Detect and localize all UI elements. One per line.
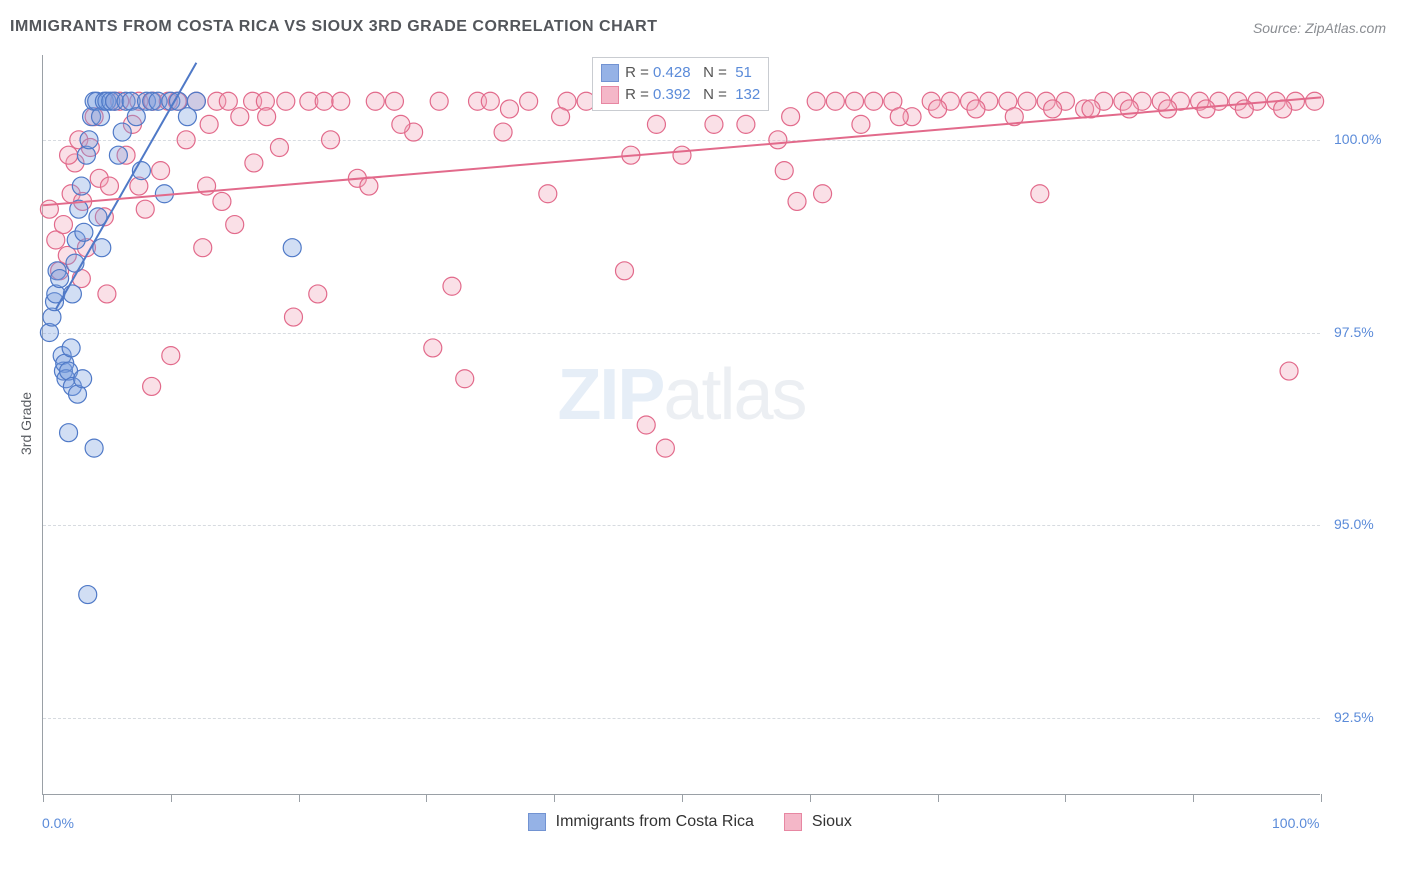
x-tick bbox=[554, 794, 555, 802]
correlation-legend: R = 0.428 N = 51R = 0.392 N = 132 bbox=[592, 57, 769, 111]
trend-lines-layer bbox=[43, 55, 1320, 794]
y-tick-label: 97.5% bbox=[1334, 324, 1374, 340]
x-tick bbox=[426, 794, 427, 802]
x-tick bbox=[1321, 794, 1322, 802]
chart-container: IMMIGRANTS FROM COSTA RICA VS SIOUX 3RD … bbox=[0, 0, 1406, 892]
x-axis-max-label: 100.0% bbox=[1272, 815, 1319, 831]
legend-text: R = 0.428 N = 51 bbox=[625, 62, 752, 84]
legend-swatch bbox=[528, 813, 546, 831]
chart-title: IMMIGRANTS FROM COSTA RICA VS SIOUX 3RD … bbox=[10, 18, 658, 36]
x-tick bbox=[171, 794, 172, 802]
x-tick bbox=[810, 794, 811, 802]
legend-row: R = 0.428 N = 51 bbox=[601, 62, 760, 84]
trend-line bbox=[56, 63, 197, 310]
legend-swatch bbox=[601, 86, 619, 104]
legend-row: R = 0.392 N = 132 bbox=[601, 84, 760, 106]
y-tick-label: 95.0% bbox=[1334, 516, 1374, 532]
legend-swatch bbox=[784, 813, 802, 831]
plot-area: ZIPatlas R = 0.428 N = 51R = 0.392 N = 1… bbox=[42, 55, 1320, 795]
legend-label: Immigrants from Costa Rica bbox=[556, 813, 754, 831]
source-label: Source: ZipAtlas.com bbox=[1253, 20, 1386, 36]
x-tick bbox=[1193, 794, 1194, 802]
trend-line bbox=[43, 97, 1321, 205]
y-tick-label: 92.5% bbox=[1334, 709, 1374, 725]
x-tick bbox=[43, 794, 44, 802]
legend-label: Sioux bbox=[812, 813, 852, 831]
y-axis-label: 3rd Grade bbox=[18, 392, 34, 455]
x-tick bbox=[682, 794, 683, 802]
series-legend: Immigrants from Costa Rica Sioux bbox=[528, 813, 872, 831]
legend-swatch bbox=[601, 64, 619, 82]
x-tick bbox=[938, 794, 939, 802]
x-axis-min-label: 0.0% bbox=[42, 815, 74, 831]
x-tick bbox=[299, 794, 300, 802]
x-tick bbox=[1065, 794, 1066, 802]
legend-text: R = 0.392 N = 132 bbox=[625, 84, 760, 106]
y-tick-label: 100.0% bbox=[1334, 131, 1381, 147]
